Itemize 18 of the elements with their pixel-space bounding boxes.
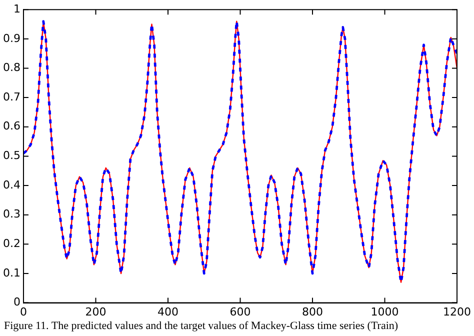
caption: Figure 11. The predicted values and the target values of Mackey-Glass time series (Train) <box>3 320 400 332</box>
x-tick-label: 400 <box>157 305 178 318</box>
x-tick-label: 200 <box>85 305 106 318</box>
x-tick-label: 1200 <box>443 305 472 318</box>
y-tick-label: 0.9 <box>2 32 20 45</box>
y-tick-label: 0.7 <box>2 90 20 104</box>
y-tick-label: 0.4 <box>2 178 20 192</box>
y-tick-label: 1 <box>13 2 20 16</box>
x-tick-label: 1000 <box>370 305 399 318</box>
y-tick-label: 0.3 <box>2 208 20 221</box>
x-tick-label: 600 <box>230 305 251 318</box>
y-tick-label: 0.5 <box>2 149 20 162</box>
y-tick-label: 0.2 <box>2 237 20 250</box>
x-tick-label: 800 <box>302 305 323 318</box>
y-tick-label: 0.1 <box>2 266 20 280</box>
y-tick-label: 0.8 <box>2 61 20 74</box>
y-tick-label: 0 <box>13 296 20 309</box>
y-tick-label: 0.6 <box>2 120 20 133</box>
